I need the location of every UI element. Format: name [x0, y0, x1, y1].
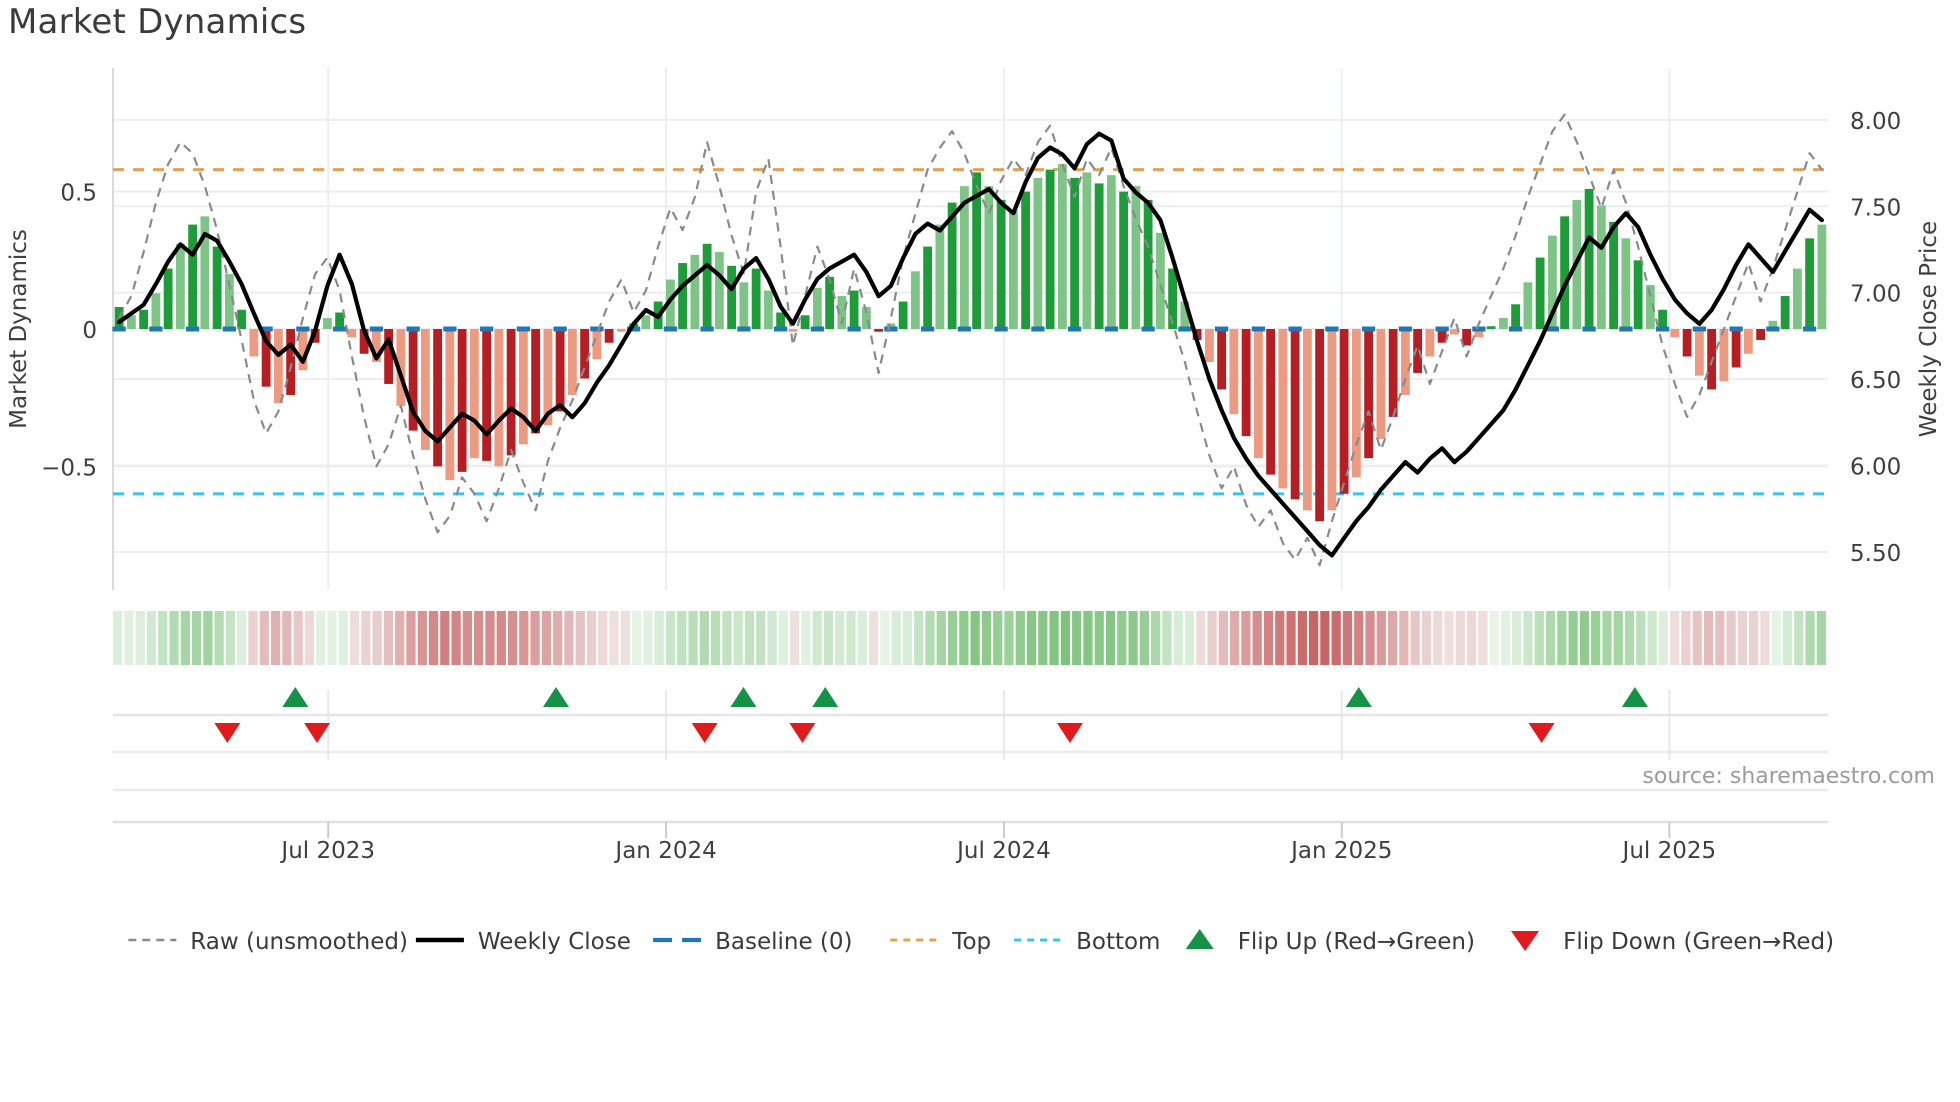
- legend-bottom[interactable]: Bottom: [1014, 929, 1160, 955]
- weekly-close-line: [117, 131, 1824, 558]
- legend-flip-down[interactable]: Flip Down (Green→Red): [1511, 929, 1834, 955]
- legend-label: Top: [951, 929, 991, 955]
- x-axis-tick: Jan 2024: [613, 838, 716, 864]
- legend-flip-up[interactable]: Flip Up (Red→Green): [1185, 929, 1475, 955]
- legend-label: Baseline (0): [715, 929, 852, 955]
- right-axis-tick: 7.00: [1850, 282, 1901, 308]
- triangle-down-icon: [1511, 931, 1540, 951]
- legend-label: Weekly Close: [478, 929, 631, 955]
- left-axis-tick: −0.5: [41, 455, 97, 481]
- axes-layer: 0.5 0 −0.5 Market Dynamics 8.00 7.50 7.00 6.50 6…: [6, 109, 1942, 864]
- right-axis-tick: 6.50: [1850, 368, 1901, 394]
- x-axis-tick: Jan 2025: [1289, 838, 1392, 864]
- legend-raw[interactable]: Raw (unsmoothed): [128, 929, 408, 955]
- x-axis-tick: Jul 2024: [955, 838, 1051, 864]
- heat-strip: [113, 611, 1826, 665]
- right-axis-label: Weekly Close Price: [1916, 221, 1942, 437]
- left-axis-label: Market Dynamics: [6, 229, 32, 429]
- page-title: Market Dynamics: [8, 2, 307, 42]
- triangle-up-icon: [1185, 929, 1214, 949]
- legend-top[interactable]: Top: [890, 929, 991, 955]
- right-axis-tick: 6.00: [1850, 455, 1901, 481]
- bars-layer: [114, 164, 1827, 522]
- legend-baseline[interactable]: Baseline (0): [653, 929, 853, 955]
- right-axis-tick: 7.50: [1850, 195, 1901, 221]
- left-axis-tick: 0.5: [60, 181, 97, 207]
- x-axis-tick: Jul 2023: [279, 838, 375, 864]
- flip-markers-layer: [113, 687, 1828, 838]
- legend-label: Bottom: [1076, 929, 1160, 955]
- legend-label: Flip Down (Green→Red): [1563, 929, 1834, 955]
- legend-weekly-close[interactable]: Weekly Close: [415, 929, 631, 955]
- source-watermark: source: sharemaestro.com: [1642, 764, 1935, 789]
- chart-legend: Raw (unsmoothed) Weekly Close Baseline (0)…: [128, 929, 1834, 955]
- legend-label: Flip Up (Red→Green): [1238, 929, 1475, 955]
- legend-label: Raw (unsmoothed): [190, 929, 408, 955]
- right-axis-tick: 8.00: [1850, 109, 1901, 135]
- x-axis-tick: Jul 2025: [1621, 838, 1717, 864]
- left-axis-tick: 0: [82, 318, 97, 344]
- reference-lines-layer: [113, 168, 1828, 496]
- right-axis-tick: 5.50: [1850, 541, 1901, 567]
